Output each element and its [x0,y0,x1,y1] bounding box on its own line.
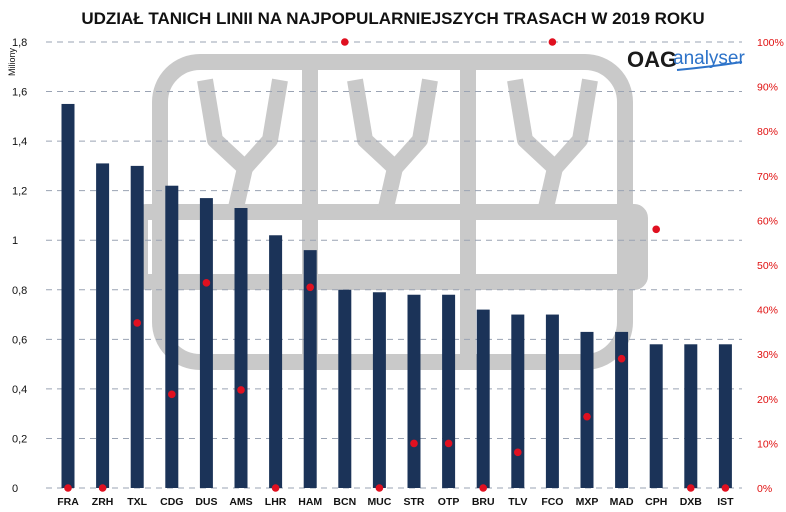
percent-point [271,484,280,492]
category-label: OTP [438,496,460,508]
chart-title: UDZIAŁ TANICH LINII NA NAJPOPULARNIEJSZY… [81,9,704,28]
left-tick-label: 1,4 [12,136,27,148]
oag-analyser-logo: OAG analyser [627,47,745,72]
category-label: CPH [645,496,667,508]
left-tick-label: 0,4 [12,384,27,396]
bar [580,331,594,488]
right-tick-label: 40% [757,305,778,317]
left-axis-ticks: 0 0,2 0,4 0,6 0,8 1 1,2 1,4 1,6 1,8 [12,37,27,495]
category-label: MXP [576,496,599,508]
percent-point [444,439,453,448]
bar [718,344,732,488]
percent-point [168,390,176,399]
category-label: LHR [265,496,287,508]
category-label: DXB [680,496,703,508]
bar [407,294,421,488]
percent-point [98,484,107,492]
percent-point [341,38,349,46]
category-label: AMS [229,496,252,508]
plane-icon [676,61,743,71]
percent-point [548,38,557,46]
percent-point [514,448,522,457]
bar-series [61,103,732,488]
logo-main-text: OAG [627,47,677,72]
category-label: FRA [57,496,79,508]
category-label: TXL [127,496,147,508]
percent-point [306,283,315,292]
percent-point [237,386,245,394]
bar [476,309,490,488]
right-tick-label: 90% [757,82,778,94]
bar [684,344,698,488]
seats-watermark-icon [132,54,648,370]
right-tick-label: 0% [757,483,772,495]
category-label: MUC [367,496,391,508]
bar [269,235,283,488]
category-label: CDG [160,496,183,508]
right-tick-label: 70% [757,171,778,183]
percent-point [687,484,695,492]
bar [615,331,629,488]
category-label: BCN [333,496,356,508]
right-tick-label: 20% [757,394,778,406]
bar [199,198,213,488]
bar [649,344,663,488]
percent-point [652,225,660,234]
category-label: FCO [541,496,563,508]
bar [61,103,75,488]
gridlines [46,41,742,489]
bar [442,294,456,488]
category-label: MAD [610,496,634,508]
bar [96,163,110,488]
right-tick-label: 10% [757,438,778,450]
category-label: HAM [298,496,322,508]
category-labels: FRA ZRH TXL CDG DUS AMS LHR HAM BCN MUC STR OTP BRU T… [57,496,734,508]
bar [165,185,179,488]
category-label: ZRH [92,496,114,508]
category-label: IST [717,496,734,508]
left-tick-label: 1 [12,235,18,247]
right-tick-label: 50% [757,260,778,272]
bar [130,165,144,488]
percent-point [133,319,141,327]
point-series [64,38,730,492]
left-tick-label: 0,6 [12,334,27,346]
bar [545,314,559,488]
bar [338,289,352,488]
percent-point [583,412,591,421]
left-tick-label: 0,2 [12,433,27,445]
category-label: STR [404,496,425,508]
left-tick-label: 1,8 [12,37,27,49]
bar [303,250,317,488]
percent-point [410,439,418,448]
percent-point [64,484,72,492]
left-tick-label: 0,8 [12,285,27,297]
y-axis-label: Miliony [7,48,17,77]
left-tick-label: 0 [12,483,18,495]
percent-point [375,484,384,492]
left-tick-label: 1,2 [12,186,27,198]
percent-point [617,354,626,363]
right-tick-label: 30% [757,349,778,361]
right-tick-label: 80% [757,126,778,138]
percent-point [479,484,488,492]
bar [372,292,386,488]
category-label: DUS [195,496,217,508]
bar [234,208,248,488]
percent-point [202,279,211,287]
right-axis-ticks: 0% 10% 20% 30% 40% 50% 60% 70% 80% 90% 100% [757,37,784,495]
category-label: BRU [472,496,495,508]
category-label: TLV [508,496,527,508]
left-tick-label: 1,6 [12,87,27,99]
percent-point [721,484,730,492]
right-tick-label: 100% [757,37,784,49]
right-tick-label: 60% [757,215,778,227]
bar [511,314,525,488]
